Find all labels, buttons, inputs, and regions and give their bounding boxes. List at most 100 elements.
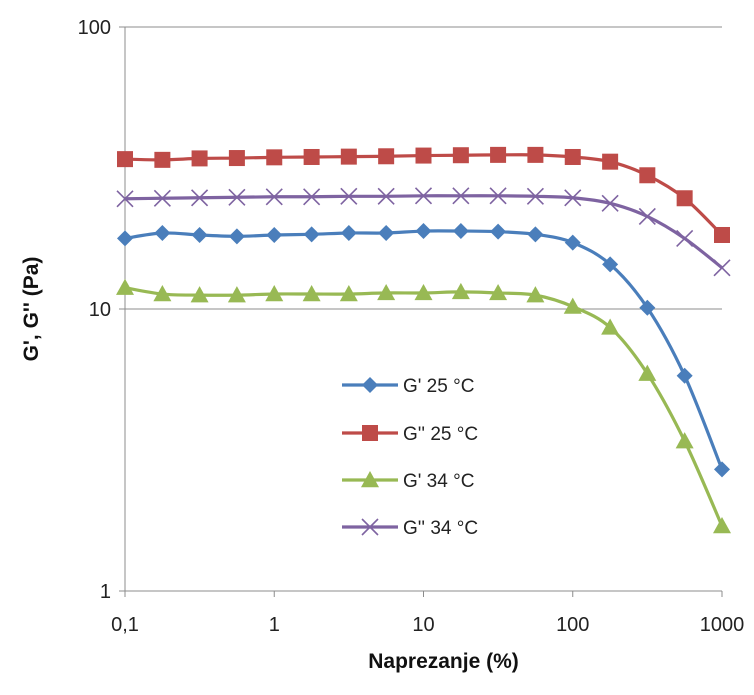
data-point xyxy=(228,188,246,206)
data-point xyxy=(265,285,284,302)
marker-x-stroke xyxy=(153,189,171,207)
data-point xyxy=(266,149,283,166)
data-point xyxy=(302,285,321,302)
data-point xyxy=(116,278,134,295)
marker-x-stroke xyxy=(228,188,246,206)
legend-marker xyxy=(362,425,378,441)
data-point xyxy=(602,153,619,170)
data-point xyxy=(526,187,544,205)
marker-x-stroke xyxy=(265,188,283,206)
legend-item-4: G'' 34 °C xyxy=(342,518,478,539)
series-3 xyxy=(116,278,731,534)
data-point xyxy=(117,230,133,247)
data-point xyxy=(451,282,470,300)
data-point xyxy=(377,187,395,205)
data-point xyxy=(490,146,507,163)
marker-x-stroke xyxy=(526,187,544,205)
grid-lines xyxy=(125,26,722,310)
marker-x-stroke xyxy=(601,194,619,212)
data-point xyxy=(676,367,693,384)
data-point xyxy=(377,283,396,301)
data-point xyxy=(116,190,134,208)
x-axis-title: Naprezanje (%) xyxy=(368,650,519,673)
y-tick-label: 100 xyxy=(78,17,111,39)
data-point xyxy=(415,147,432,164)
marker-x-stroke xyxy=(564,189,582,207)
data-point xyxy=(638,364,657,381)
data-point xyxy=(340,187,358,205)
y-tick-label: 10 xyxy=(89,299,111,321)
data-point xyxy=(563,297,582,314)
data-point xyxy=(228,228,245,245)
data-point xyxy=(602,256,619,273)
data-point xyxy=(714,461,730,478)
marker-x-stroke xyxy=(361,518,379,536)
data-point xyxy=(676,190,693,207)
marker-x-stroke xyxy=(414,187,433,205)
data-point xyxy=(452,147,469,164)
data-point xyxy=(489,187,507,205)
marker-x-stroke xyxy=(340,187,358,205)
data-point xyxy=(153,285,172,302)
legend-label: G' 25 °C xyxy=(403,376,474,397)
data-point xyxy=(191,226,208,243)
data-point xyxy=(675,432,694,449)
series-2 xyxy=(117,146,730,243)
data-point xyxy=(228,150,245,167)
x-tick-label: 10 xyxy=(412,614,434,636)
marker-x-stroke xyxy=(638,207,656,225)
data-point xyxy=(527,226,544,243)
marker-x-stroke xyxy=(377,187,395,205)
data-point xyxy=(489,283,508,301)
data-point xyxy=(190,286,209,303)
legend: G' 25 °C G'' 25 °C G' 34 °C G'' 34 °C xyxy=(342,376,478,539)
data-point xyxy=(564,234,581,251)
marker-x-stroke xyxy=(676,229,694,247)
data-point xyxy=(527,146,544,163)
data-point xyxy=(490,223,507,240)
data-point xyxy=(191,150,208,167)
marker-x-stroke xyxy=(489,187,507,205)
data-point xyxy=(191,189,209,207)
data-point xyxy=(639,167,656,184)
data-point xyxy=(639,299,656,316)
data-point xyxy=(303,148,320,165)
data-point xyxy=(154,151,171,168)
legend-marker xyxy=(361,518,379,536)
data-point xyxy=(564,148,581,165)
legend-item-1: G' 25 °C xyxy=(342,376,474,397)
x-tick-label: 1000 xyxy=(700,614,745,636)
data-point xyxy=(601,318,620,335)
data-point xyxy=(414,283,433,301)
data-point xyxy=(526,286,545,303)
legend-label: G' 34 °C xyxy=(403,471,474,492)
data-point xyxy=(414,187,433,205)
data-point xyxy=(378,224,395,241)
series-1 xyxy=(117,223,730,478)
legend-item-2: G'' 25 °C xyxy=(342,424,478,445)
legend-marker xyxy=(361,471,379,488)
data-point xyxy=(452,223,469,240)
data-point xyxy=(340,224,357,241)
data-point xyxy=(303,226,320,243)
data-point xyxy=(378,148,395,165)
data-point xyxy=(713,517,731,534)
data-point xyxy=(601,194,619,212)
legend-item-3: G' 34 °C xyxy=(342,471,474,492)
legend-marker xyxy=(362,377,378,393)
marker-x-stroke xyxy=(713,259,731,277)
series-group xyxy=(116,146,731,534)
legend-label: G'' 34 °C xyxy=(403,518,478,539)
x-tick-label: 0,1 xyxy=(111,614,139,636)
data-point xyxy=(117,151,133,168)
marker-x-stroke xyxy=(116,190,134,208)
data-point xyxy=(265,188,283,206)
data-point xyxy=(713,259,731,277)
data-point xyxy=(676,229,694,247)
legend-label: G'' 25 °C xyxy=(403,424,478,445)
data-point xyxy=(452,187,470,205)
data-point xyxy=(154,224,171,241)
